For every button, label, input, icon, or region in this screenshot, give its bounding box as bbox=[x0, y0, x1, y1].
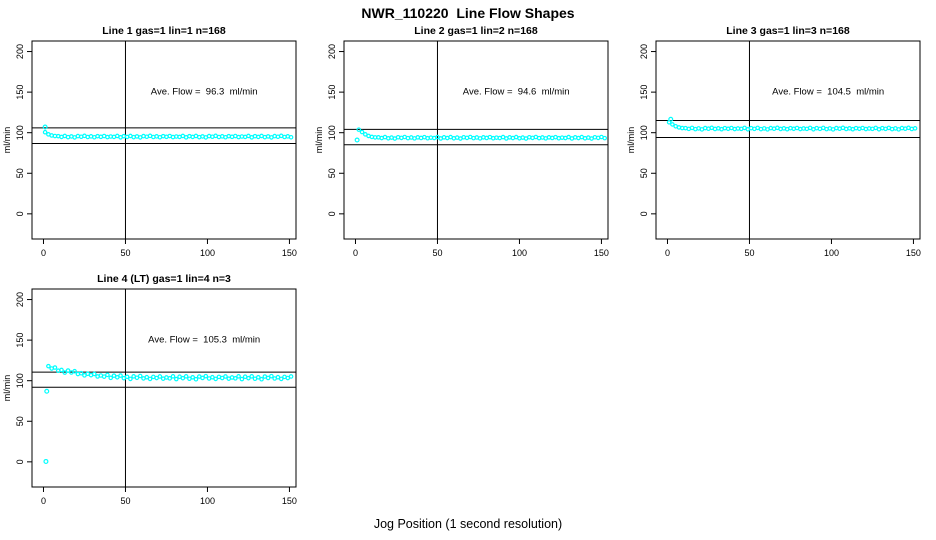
svg-text:0: 0 bbox=[41, 496, 46, 506]
panel-title: Line 4 (LT) gas=1 lin=4 n=3 bbox=[97, 273, 231, 285]
y-axis-ticks: 0 50 100 150 200 bbox=[15, 292, 32, 464]
data-points bbox=[354, 127, 608, 143]
ave-flow-annotation: Ave. Flow = 94.6 ml/min bbox=[463, 86, 570, 97]
ave-flow-annotation: Ave. Flow = 96.3 ml/min bbox=[151, 86, 258, 97]
svg-text:100: 100 bbox=[639, 125, 649, 140]
y-axis-label: ml/min bbox=[2, 127, 12, 154]
ave-flow-annotation: Ave. Flow = 105.3 ml/min bbox=[148, 334, 260, 345]
svg-text:50: 50 bbox=[15, 168, 25, 178]
x-axis-ticks: 0 50 100 150 bbox=[665, 239, 921, 258]
svg-text:200: 200 bbox=[15, 292, 25, 307]
plot-box bbox=[31, 40, 297, 240]
svg-text:50: 50 bbox=[120, 496, 130, 506]
svg-text:150: 150 bbox=[282, 248, 297, 258]
svg-text:0: 0 bbox=[665, 248, 670, 258]
svg-text:0: 0 bbox=[15, 459, 25, 464]
svg-text:100: 100 bbox=[512, 248, 527, 258]
svg-text:100: 100 bbox=[200, 496, 215, 506]
y-axis-label: ml/min bbox=[2, 375, 12, 402]
data-points bbox=[666, 116, 918, 132]
data-points bbox=[43, 363, 294, 464]
svg-text:100: 100 bbox=[327, 125, 337, 140]
svg-text:50: 50 bbox=[744, 248, 754, 258]
svg-text:200: 200 bbox=[327, 44, 337, 59]
panel-plot-svg: Line 3 gas=1 lin=3 n=168 0 50 100 150 0 50 100 1… bbox=[626, 25, 921, 258]
y-axis-label: ml/min bbox=[626, 127, 636, 154]
outlier-point bbox=[668, 116, 674, 122]
svg-text:50: 50 bbox=[15, 416, 25, 426]
panel-line-1: Line 1 gas=1 lin=1 n=168 0 50 100 150 0 50 100 1… bbox=[0, 22, 312, 270]
svg-text:100: 100 bbox=[824, 248, 839, 258]
svg-text:100: 100 bbox=[200, 248, 215, 258]
y-axis-label: ml/min bbox=[314, 127, 324, 154]
panel-line-2: Line 2 gas=1 lin=2 n=168 0 50 100 150 0 50 100 1… bbox=[312, 22, 624, 270]
svg-text:50: 50 bbox=[120, 248, 130, 258]
x-axis-label: Jog Position (1 second resolution) bbox=[373, 517, 563, 531]
svg-text:150: 150 bbox=[906, 248, 921, 258]
svg-text:150: 150 bbox=[282, 496, 297, 506]
svg-text:50: 50 bbox=[639, 168, 649, 178]
svg-text:0: 0 bbox=[639, 211, 649, 216]
svg-text:0: 0 bbox=[353, 248, 358, 258]
svg-text:0: 0 bbox=[15, 211, 25, 216]
data-points bbox=[42, 124, 294, 140]
plot-box bbox=[343, 40, 609, 240]
panel-title: Line 3 gas=1 lin=3 n=168 bbox=[726, 25, 850, 37]
panel-title: Line 1 gas=1 lin=1 n=168 bbox=[102, 25, 226, 37]
svg-text:100: 100 bbox=[15, 373, 25, 388]
outlier-point bbox=[354, 137, 360, 143]
panel-plot-svg: Line 1 gas=1 lin=1 n=168 0 50 100 150 0 50 100 1… bbox=[2, 25, 297, 258]
svg-text:50: 50 bbox=[432, 248, 442, 258]
outlier-point bbox=[43, 458, 49, 464]
panel-line-3: Line 3 gas=1 lin=3 n=168 0 50 100 150 0 50 100 1… bbox=[624, 22, 936, 270]
svg-text:150: 150 bbox=[15, 333, 25, 348]
svg-text:0: 0 bbox=[41, 248, 46, 258]
plot-box bbox=[31, 288, 297, 488]
ave-flow-annotation: Ave. Flow = 104.5 ml/min bbox=[772, 86, 884, 97]
panel-title: Line 2 gas=1 lin=2 n=168 bbox=[414, 25, 538, 37]
outlier-point bbox=[42, 124, 48, 130]
x-axis-ticks: 0 50 100 150 bbox=[41, 487, 297, 506]
svg-text:150: 150 bbox=[15, 85, 25, 100]
figure-title: NWR_110220 Line Flow Shapes bbox=[361, 5, 575, 21]
y-axis-ticks: 0 50 100 150 200 bbox=[15, 44, 32, 216]
svg-text:150: 150 bbox=[327, 85, 337, 100]
x-axis-ticks: 0 50 100 150 bbox=[41, 239, 297, 258]
x-axis-ticks: 0 50 100 150 bbox=[353, 239, 609, 258]
panel-plot-svg: Line 4 (LT) gas=1 lin=4 n=3 0 50 100 150 0 50 1… bbox=[2, 273, 297, 506]
svg-text:0: 0 bbox=[327, 211, 337, 216]
plot-box bbox=[655, 40, 921, 240]
svg-text:150: 150 bbox=[594, 248, 609, 258]
panel-plot-svg: Line 2 gas=1 lin=2 n=168 0 50 100 150 0 50 100 1… bbox=[314, 25, 609, 258]
panel-line-4: Line 4 (LT) gas=1 lin=4 n=3 0 50 100 150 0 50 1… bbox=[0, 270, 312, 518]
svg-text:200: 200 bbox=[15, 44, 25, 59]
outlier-point bbox=[44, 388, 50, 394]
svg-text:100: 100 bbox=[15, 125, 25, 140]
y-axis-ticks: 0 50 100 150 200 bbox=[327, 44, 344, 216]
svg-text:200: 200 bbox=[639, 44, 649, 59]
svg-text:150: 150 bbox=[639, 85, 649, 100]
y-axis-ticks: 0 50 100 150 200 bbox=[639, 44, 656, 216]
svg-text:50: 50 bbox=[327, 168, 337, 178]
